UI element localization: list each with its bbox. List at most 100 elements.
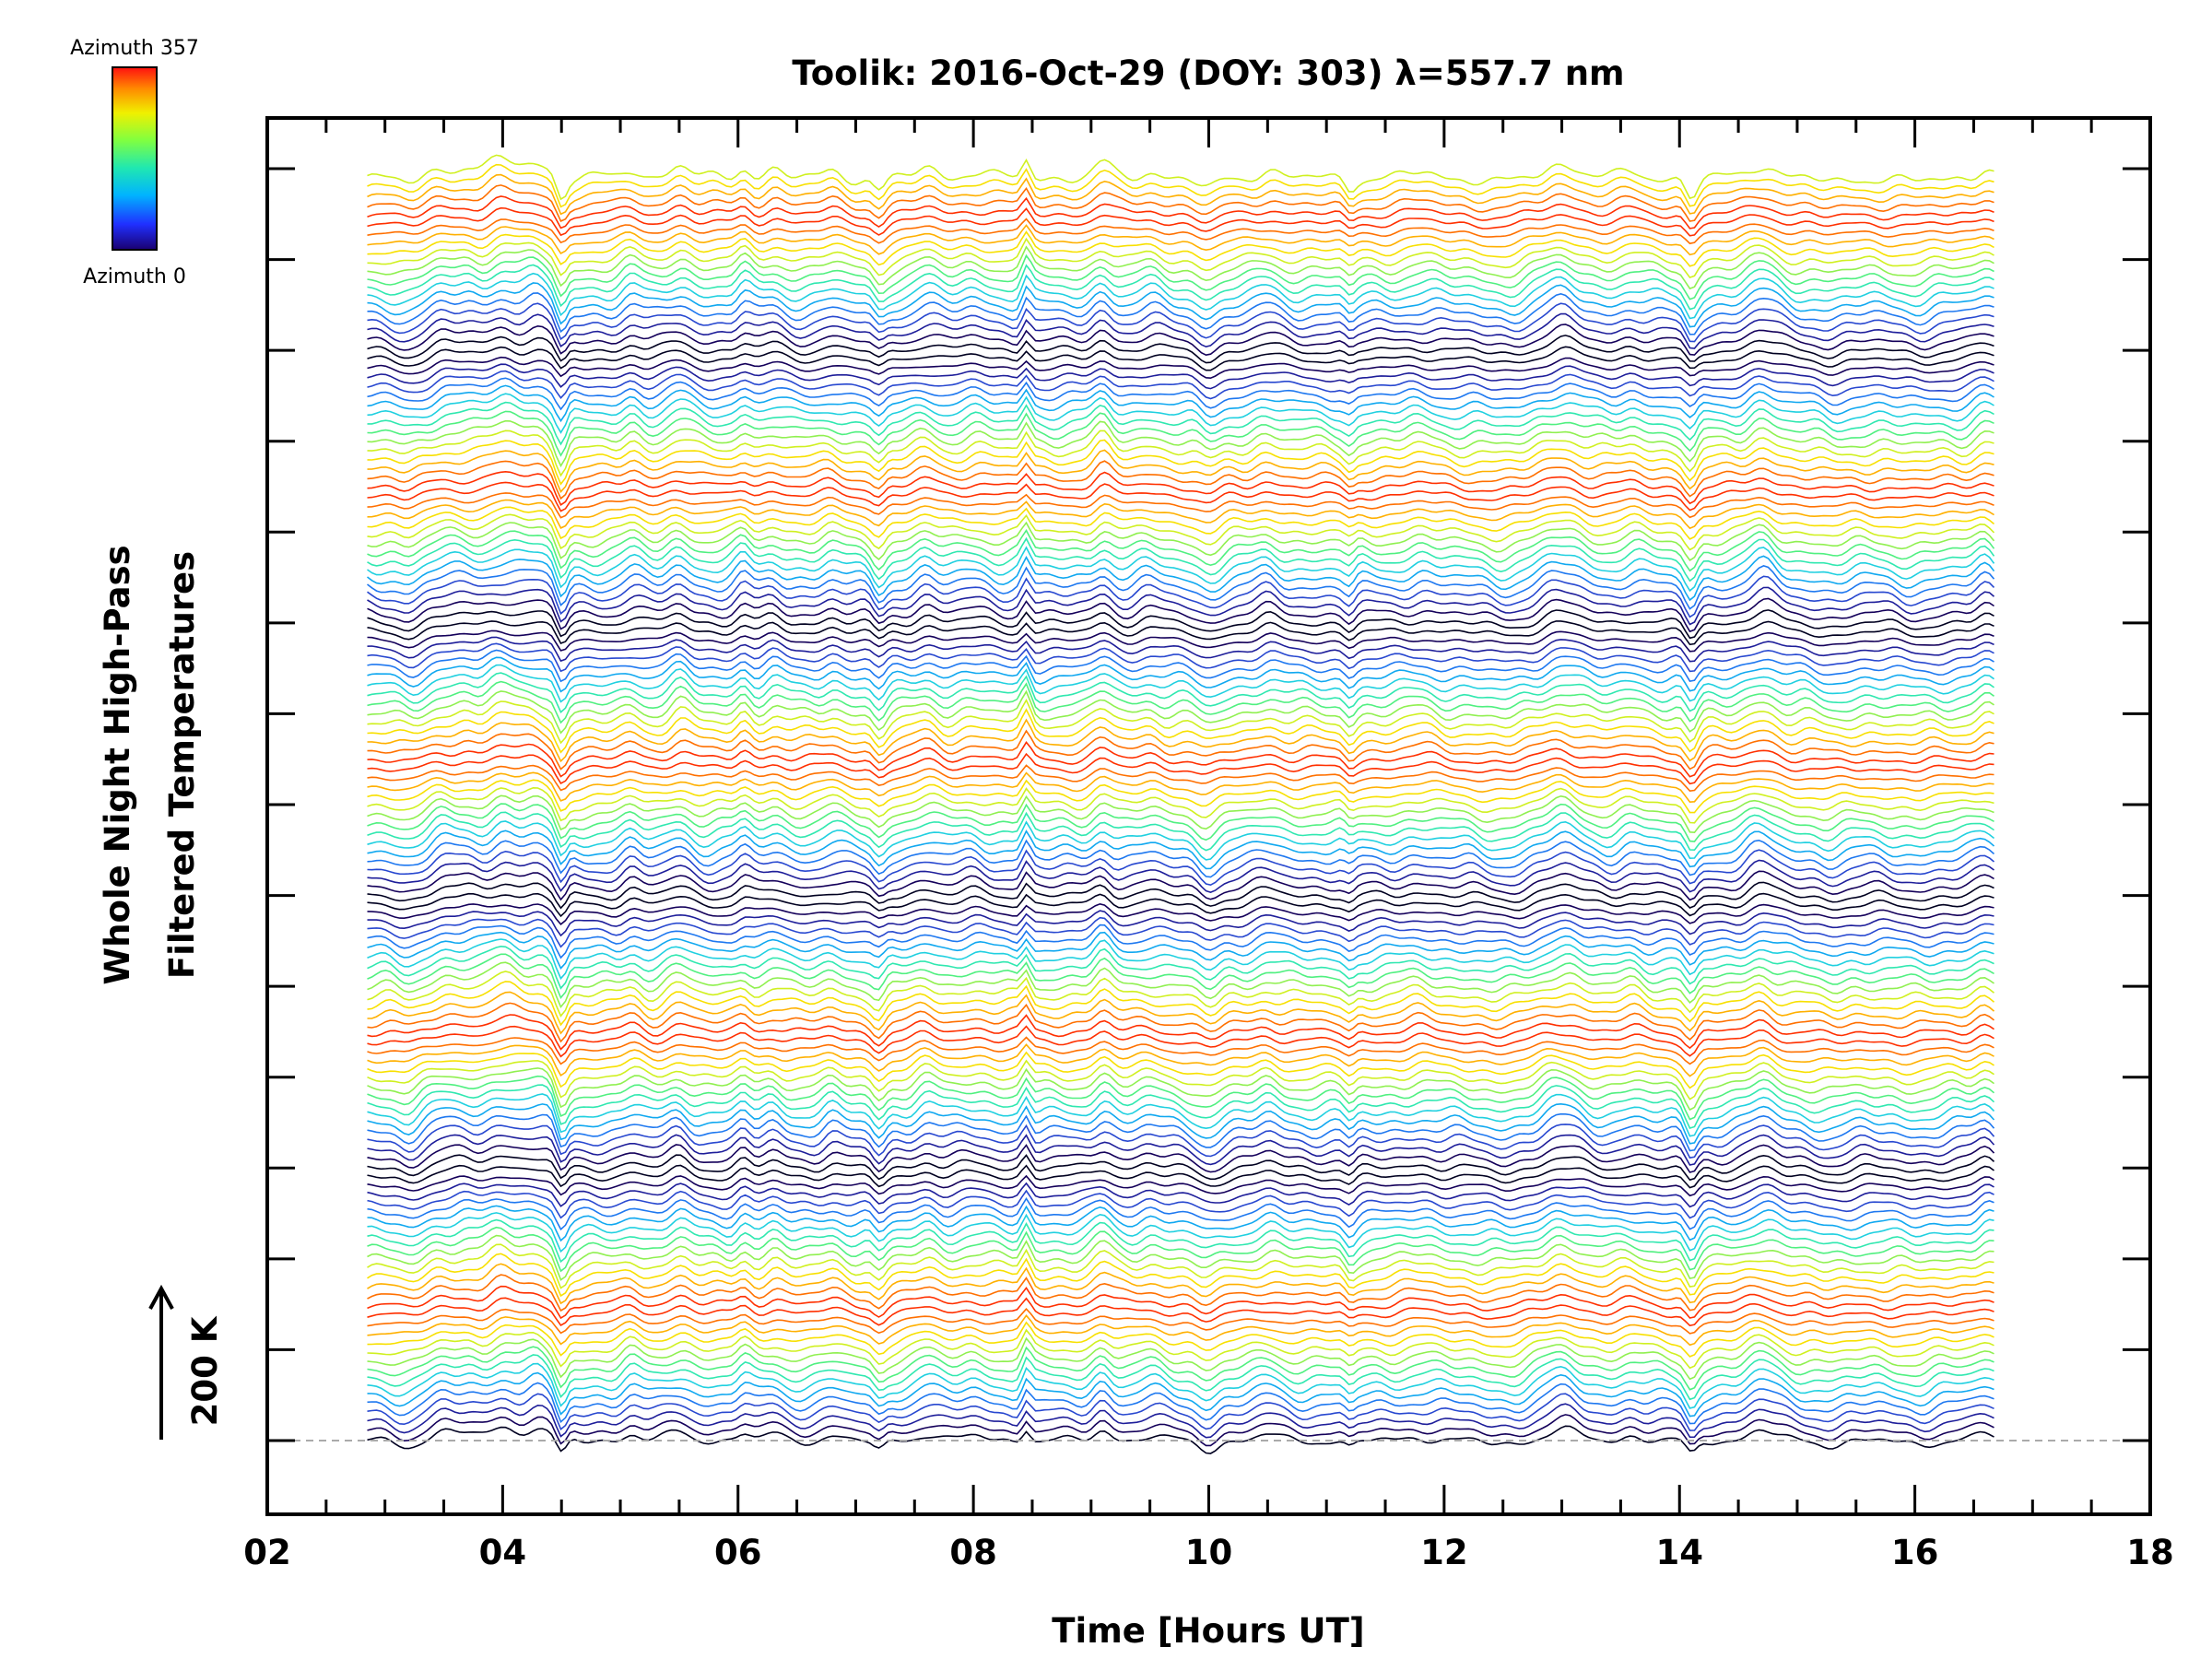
series-line bbox=[367, 881, 1994, 910]
series-line bbox=[367, 1182, 1994, 1208]
series-line bbox=[367, 363, 1994, 390]
series-line bbox=[367, 642, 1994, 673]
series-line bbox=[367, 1174, 1994, 1197]
series-line bbox=[367, 1154, 1995, 1182]
series-line bbox=[367, 1403, 1994, 1439]
series-line bbox=[367, 272, 1994, 320]
series-line bbox=[367, 1051, 1994, 1089]
series-line bbox=[367, 1314, 1994, 1347]
series-line bbox=[367, 206, 1994, 237]
series-line bbox=[367, 1205, 1994, 1242]
series-line bbox=[367, 555, 1995, 602]
series-line bbox=[367, 1084, 1995, 1129]
series-line bbox=[367, 218, 1994, 245]
series-line bbox=[367, 664, 1994, 703]
series-line bbox=[367, 1014, 1994, 1051]
x-tick-label: 10 bbox=[1185, 1533, 1233, 1572]
x-tick-label: 18 bbox=[2126, 1533, 2174, 1572]
series-line bbox=[367, 649, 1994, 683]
series-line bbox=[367, 245, 1994, 290]
series-line bbox=[367, 924, 1994, 959]
series-line bbox=[367, 794, 1994, 834]
series-line bbox=[367, 429, 1994, 477]
series-line bbox=[367, 698, 1994, 745]
series-line bbox=[367, 1112, 1995, 1152]
series-line bbox=[367, 1382, 1994, 1425]
series-line bbox=[367, 1002, 1994, 1043]
series-line bbox=[367, 991, 1995, 1035]
series-lines bbox=[367, 154, 1995, 1454]
series-line bbox=[367, 931, 1994, 971]
series-line bbox=[367, 393, 1994, 434]
x-tick-label: 02 bbox=[243, 1533, 291, 1572]
series-line bbox=[367, 460, 1994, 500]
x-tick-label: 12 bbox=[1420, 1533, 1468, 1572]
series-line bbox=[367, 1234, 1994, 1281]
series-line bbox=[367, 184, 1994, 222]
series-line bbox=[367, 1226, 1994, 1273]
series-line bbox=[367, 346, 1994, 371]
series-line bbox=[367, 163, 1994, 208]
series-line bbox=[367, 154, 1994, 201]
series-line bbox=[367, 377, 1994, 411]
series-line bbox=[367, 752, 1994, 785]
series-line bbox=[367, 1075, 1995, 1121]
series-line bbox=[367, 1336, 1994, 1381]
series-line bbox=[367, 253, 1994, 300]
y-axis-label-line1: Whole Night High-Pass bbox=[98, 545, 137, 984]
x-tick-labels: 02 04 06 08 10 12 14 16 18 bbox=[243, 1533, 2174, 1572]
series-line bbox=[367, 1144, 1995, 1173]
series-line bbox=[367, 264, 1994, 311]
series-line bbox=[367, 718, 1994, 763]
axis-ticks bbox=[265, 118, 2152, 1514]
x-tick-label: 06 bbox=[714, 1533, 762, 1572]
series-line bbox=[367, 492, 1994, 519]
x-tick-label: 16 bbox=[1891, 1533, 1939, 1572]
series-line bbox=[367, 981, 1995, 1027]
series-line bbox=[367, 1253, 1994, 1298]
azimuth-colorbar: Azimuth 357 Azimuth 0 bbox=[70, 37, 199, 288]
series-line bbox=[367, 1243, 1994, 1289]
series-line bbox=[367, 513, 1995, 551]
series-line bbox=[367, 1297, 1994, 1327]
series-line bbox=[367, 1164, 1994, 1189]
colorbar-bottom-label: Azimuth 0 bbox=[83, 265, 186, 288]
scale-bar-label: 200 K bbox=[185, 1315, 225, 1426]
series-line bbox=[367, 1059, 1994, 1100]
colorbar-top-label: Azimuth 357 bbox=[70, 37, 199, 60]
series-line bbox=[367, 536, 1995, 582]
series-line bbox=[367, 1189, 1994, 1219]
series-line bbox=[367, 481, 1994, 512]
series-line bbox=[367, 961, 1994, 1009]
series-line bbox=[367, 689, 1994, 735]
series-line bbox=[367, 1043, 1994, 1077]
series-line bbox=[367, 636, 1994, 663]
scale-bar-arrowhead bbox=[148, 1284, 174, 1310]
series-line bbox=[367, 597, 1994, 633]
series-line bbox=[367, 708, 1994, 754]
series-line bbox=[367, 575, 1995, 618]
series-line bbox=[367, 916, 1994, 948]
scale-bar: 200 K bbox=[148, 1284, 225, 1440]
series-line bbox=[367, 779, 1994, 814]
series-line bbox=[367, 195, 1994, 229]
series-line bbox=[367, 470, 1994, 506]
series-line bbox=[367, 830, 1995, 870]
chart-title: Toolik: 2016-Oct-29 (DOY: 303) λ=557.7 n… bbox=[792, 53, 1624, 93]
series-line bbox=[367, 384, 1994, 423]
series-line bbox=[367, 1274, 1994, 1312]
series-line bbox=[367, 499, 1994, 530]
series-line bbox=[367, 312, 1994, 349]
series-line bbox=[367, 1263, 1994, 1305]
series-line bbox=[367, 910, 1994, 937]
series-line bbox=[367, 506, 1995, 540]
series-line bbox=[367, 953, 1994, 1000]
x-tick-label: 04 bbox=[479, 1533, 527, 1572]
series-line bbox=[367, 741, 1994, 778]
series-line bbox=[367, 292, 1994, 335]
series-line bbox=[367, 803, 1994, 842]
series-line bbox=[367, 892, 1994, 918]
series-line bbox=[367, 1425, 1994, 1454]
series-line bbox=[367, 786, 1994, 824]
series-line bbox=[367, 629, 1994, 653]
